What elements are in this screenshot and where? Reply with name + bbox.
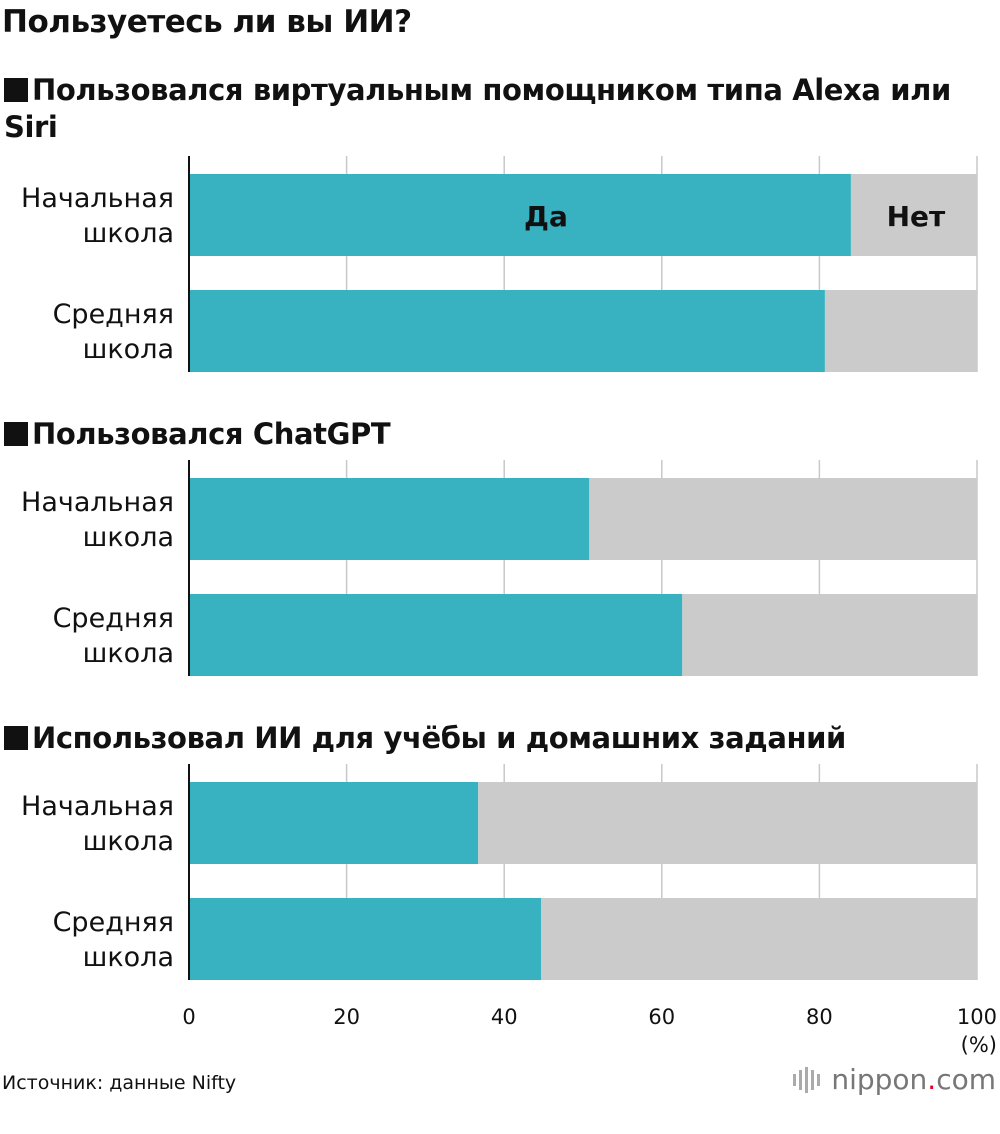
bar-no: [541, 898, 977, 980]
category-label: Средняя: [53, 907, 174, 938]
x-tick-label: 40: [491, 1005, 518, 1029]
bar-yes: [189, 174, 851, 256]
panel-1-title: Пользовался виртуальным помощником типа …: [4, 72, 964, 146]
legend-label-no: Нет: [887, 200, 946, 233]
logo-dot: .: [927, 1063, 937, 1096]
bar-no: [850, 174, 977, 256]
logo-tld: com: [936, 1063, 996, 1096]
square-bullet-icon: [4, 422, 28, 446]
category-label: Начальная: [21, 791, 174, 822]
x-tick-label: 20: [333, 1005, 360, 1029]
category-label: школа: [83, 638, 174, 669]
panel-3-title: Использовал ИИ для учёбы и домашних зада…: [4, 720, 846, 757]
logo-name: nippon: [831, 1063, 928, 1096]
bar-yes: [189, 594, 683, 676]
bar-yes: [189, 290, 825, 372]
panel-3-title-text: Использовал ИИ для учёбы и домашних зада…: [32, 721, 846, 755]
category-label: школа: [83, 218, 174, 249]
category-label: Начальная: [21, 183, 174, 214]
category-label: Начальная: [21, 487, 174, 518]
logo-bars-icon: [793, 1066, 823, 1093]
category-label: школа: [83, 522, 174, 553]
source-note: Источник: данные Nifty: [2, 1072, 237, 1094]
category-label: школа: [83, 942, 174, 973]
bar-no: [824, 290, 977, 372]
category-label: Средняя: [53, 299, 174, 330]
bar-yes: [189, 478, 590, 560]
bar-yes: [189, 898, 542, 980]
square-bullet-icon: [4, 78, 28, 102]
bar-no: [478, 782, 977, 864]
panel-1-title-text: Пользовался виртуальным помощником типа …: [4, 73, 951, 144]
bar-no: [589, 478, 977, 560]
x-tick-label: 0: [182, 1005, 195, 1029]
chart-title: Пользуетесь ли вы ИИ?: [2, 4, 412, 40]
panel-2-title-text: Пользовался ChatGPT: [32, 417, 391, 451]
legend-label-yes: Да: [524, 200, 568, 233]
unit-label: (%): [961, 1033, 997, 1057]
category-label: школа: [83, 334, 174, 365]
bar-no: [682, 594, 977, 676]
square-bullet-icon: [4, 726, 28, 750]
category-label: школа: [83, 826, 174, 857]
x-tick-label: 100: [957, 1005, 997, 1029]
bar-yes: [189, 782, 479, 864]
panel-2-title: Пользовался ChatGPT: [4, 416, 391, 453]
x-tick-label: 80: [806, 1005, 833, 1029]
category-label: Средняя: [53, 603, 174, 634]
nippon-logo: nippon. com: [793, 1063, 996, 1096]
x-tick-label: 60: [648, 1005, 675, 1029]
